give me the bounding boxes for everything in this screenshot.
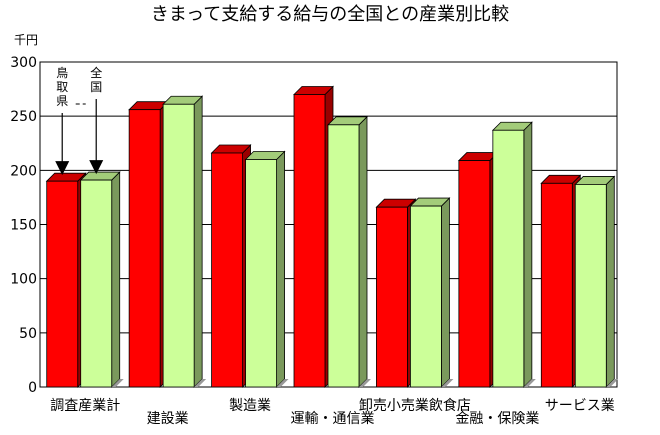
bar-side bbox=[111, 171, 121, 388]
bar-floor-shadow bbox=[523, 379, 536, 387]
bar-front bbox=[376, 206, 408, 388]
chart-title: きまって支給する給与の全国との産業別比較 bbox=[151, 4, 509, 25]
bar bbox=[457, 151, 499, 388]
annotation-label: 国 bbox=[90, 80, 102, 94]
bar bbox=[375, 198, 417, 388]
y-tick-label: 50 bbox=[19, 326, 37, 342]
y-tick-label: 200 bbox=[10, 163, 37, 179]
bar-floor-shadow bbox=[359, 379, 371, 387]
x-category-label: サービス業 bbox=[545, 398, 615, 414]
bar bbox=[128, 100, 170, 388]
bar-floor-shadow bbox=[276, 379, 289, 387]
bar-front bbox=[540, 182, 573, 388]
bar-side bbox=[523, 121, 533, 388]
bar bbox=[45, 172, 87, 388]
annotation-arrowhead bbox=[55, 161, 70, 176]
x-category-label: 製造業 bbox=[229, 398, 271, 414]
bar bbox=[491, 121, 533, 388]
bar-front bbox=[162, 103, 195, 388]
y-axis-unit: 千円 bbox=[14, 33, 38, 47]
x-category-label: 卸売小売業飲食店 bbox=[359, 397, 471, 414]
annotation-arrowhead bbox=[89, 160, 104, 175]
annotation-label: 全 bbox=[90, 65, 102, 80]
bar-side bbox=[358, 115, 368, 388]
bar-side bbox=[193, 95, 203, 388]
bar-floor-shadow bbox=[111, 379, 124, 387]
bar bbox=[327, 115, 368, 388]
annotation-label: 県 bbox=[56, 94, 68, 108]
bar-side bbox=[605, 175, 615, 388]
annotation-label: 取 bbox=[56, 80, 68, 94]
x-category-label: 建設業 bbox=[147, 411, 189, 427]
bar-front bbox=[327, 124, 360, 388]
bar bbox=[540, 174, 582, 388]
bar bbox=[79, 171, 121, 388]
bar bbox=[409, 197, 451, 388]
bar-front bbox=[211, 152, 243, 388]
bar bbox=[574, 175, 616, 388]
bar bbox=[162, 95, 204, 388]
x-category-label: 調査産業計 bbox=[50, 398, 120, 414]
bar bbox=[293, 85, 334, 388]
bar-front bbox=[46, 180, 79, 388]
bar-series bbox=[45, 85, 619, 388]
bar-front bbox=[128, 109, 161, 388]
bar-floor-shadow bbox=[441, 379, 454, 387]
bar-front bbox=[245, 159, 277, 388]
y-tick-label: 250 bbox=[10, 109, 37, 125]
y-axis-ticks: 0 50 100 150 200 250 300 bbox=[10, 55, 37, 396]
bar-front bbox=[458, 160, 491, 388]
bar-front bbox=[410, 205, 442, 388]
bar-front bbox=[293, 94, 326, 388]
y-tick-label: 0 bbox=[28, 380, 37, 396]
bar-side bbox=[441, 197, 450, 388]
y-tick-label: 300 bbox=[10, 55, 37, 71]
bar-front bbox=[574, 184, 607, 388]
bar-floor-shadow bbox=[606, 379, 619, 387]
series-annotations: 鳥取県 全国 bbox=[55, 65, 104, 176]
bar-front bbox=[80, 179, 113, 388]
annotation-label: 鳥 bbox=[56, 65, 68, 80]
bar-side bbox=[276, 150, 285, 388]
y-tick-label: 100 bbox=[10, 272, 37, 288]
x-category-label: 金融・保険業 bbox=[455, 411, 539, 427]
bar bbox=[244, 150, 286, 388]
bar-floor-shadow bbox=[194, 379, 207, 387]
x-category-label: 運輸・通信業 bbox=[291, 411, 375, 427]
bar-front bbox=[492, 129, 525, 388]
bar bbox=[210, 144, 252, 388]
y-tick-label: 150 bbox=[10, 218, 37, 234]
